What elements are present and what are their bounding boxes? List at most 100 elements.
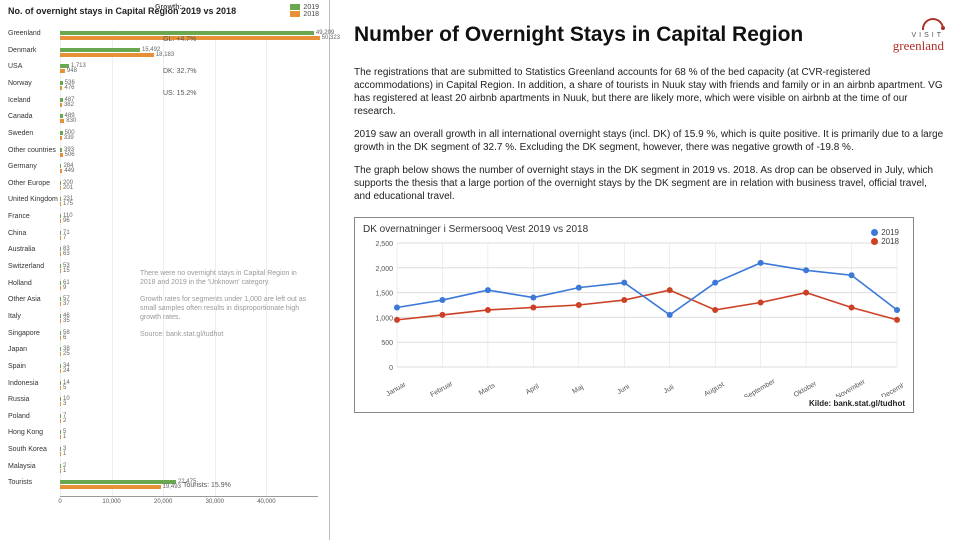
line-chart-source: Kilde: bank.stat.gl/tudhot (363, 399, 905, 408)
bar-row-label: France (8, 213, 58, 221)
bar-row: Poland72 (8, 413, 322, 430)
bar-2019 (60, 131, 63, 135)
bar-2018 (60, 336, 61, 340)
bar-2019 (60, 197, 61, 201)
growth-label: Growth: (155, 4, 182, 11)
svg-text:Marts: Marts (478, 382, 497, 397)
bar-value-2018: 175 (63, 201, 73, 207)
bar-value-2018: 18,183 (156, 52, 174, 58)
bar-row: Hong Kong51 (8, 429, 322, 446)
bar-value-2018: 5 (63, 385, 66, 391)
bar-value-2018: 24 (63, 368, 70, 374)
bar-value-2018: 25 (63, 351, 70, 357)
bar-row-label: Other Asia (8, 296, 58, 304)
bar-row-label: Hong Kong (8, 429, 58, 437)
bar-row: Tourists22,47519,493 (8, 479, 322, 496)
bar-2019 (60, 231, 61, 235)
bar-row-label: Denmark (8, 47, 58, 55)
bar-row-label: Other countries (8, 147, 58, 155)
bar-xtick: 30,000 (206, 499, 224, 505)
bar-value-2018: 382 (64, 102, 74, 108)
bar-2018 (60, 269, 61, 273)
bar-2019 (60, 31, 314, 35)
bar-2018 (60, 435, 61, 439)
bar-value-2018: 948 (67, 68, 77, 74)
bar-2018 (60, 219, 61, 223)
bar-2019 (60, 397, 61, 401)
bar-2019 (60, 447, 61, 451)
bar-2018 (60, 69, 65, 73)
bar-note: There were no overnight stays in Capital… (140, 270, 310, 340)
bar-row-label: Russia (8, 396, 58, 404)
bar-2018 (60, 402, 61, 406)
bar-value-2018: 7 (63, 235, 66, 241)
bar-2018 (60, 452, 61, 456)
bar-2019 (60, 281, 61, 285)
bar-2018 (60, 86, 62, 90)
growth-callout: DK: 32.7% (163, 68, 196, 75)
bar-2019 (60, 247, 61, 251)
bar-value-2018: 37 (63, 301, 70, 307)
bar-value-2018: 35 (63, 318, 70, 324)
bar-2019 (60, 381, 61, 385)
bar-row: Indonesia145 (8, 380, 322, 397)
growth-callout: US: 15.2% (163, 90, 196, 97)
bar-row-label: Japan (8, 346, 58, 354)
bar-2019 (60, 331, 61, 335)
bar-row-label: Iceland (8, 97, 58, 105)
bar-row: Other countries393506 (8, 147, 322, 164)
bar-2018 (60, 469, 61, 473)
bar-2019 (60, 181, 61, 185)
bar-chart: 010,00020,00030,00040,000 Greenland49,20… (8, 30, 322, 508)
bar-row-label: United Kingdom (8, 196, 58, 204)
bar-2019 (60, 264, 61, 268)
bar-value-2018: 1 (63, 451, 66, 457)
line-chart-title: DK overnatninger i Sermersooq Vest 2019 … (363, 224, 905, 235)
bar-2019 (60, 314, 61, 318)
bar-row-label: Italy (8, 313, 58, 321)
page-title: Number of Overnight Stays in Capital Reg… (354, 23, 803, 47)
bar-2019 (60, 464, 61, 468)
bar-row-label: Sweden (8, 130, 58, 138)
bar-row: Germany284449 (8, 163, 322, 180)
bar-row: Spain3424 (8, 363, 322, 380)
bar-row-label: Australia (8, 246, 58, 254)
bar-xtick: 0 (58, 499, 61, 505)
bar-row: Iceland487382 (8, 97, 322, 114)
bar-value-2018: 63 (63, 251, 70, 257)
bar-2018 (60, 485, 161, 489)
svg-text:Maj: Maj (571, 384, 585, 396)
svg-text:2,500: 2,500 (375, 241, 393, 248)
svg-text:Oktober: Oktober (793, 380, 819, 397)
svg-text:1,000: 1,000 (375, 315, 393, 322)
bar-2018 (60, 202, 61, 206)
bar-row: Malaysia21 (8, 463, 322, 480)
bar-value-2018: 339 (64, 135, 74, 141)
bar-row: South Korea31 (8, 446, 322, 463)
bar-2019 (60, 364, 61, 368)
bar-row-label: Other Europe (8, 180, 58, 188)
bar-legend: 20192018 (290, 4, 319, 18)
bar-row-label: Tourists (8, 479, 58, 487)
bar-xtick: 20,000 (154, 499, 172, 505)
bar-value-2018: 6 (63, 335, 66, 341)
bar-value-2018: 15 (63, 268, 70, 274)
line-chart: 05001,0001,5002,0002,500JanuarFebruarMar… (363, 237, 903, 397)
bar-chart-panel: No. of overnight stays in Capital Region… (0, 0, 330, 540)
bar-value-2018: 50,323 (322, 35, 340, 41)
bar-value-2018: 96 (63, 218, 70, 224)
bar-row-label: China (8, 230, 58, 238)
line-chart-legend: 20192018 (871, 228, 899, 246)
svg-text:April: April (525, 383, 541, 396)
bar-xtick: 40,000 (257, 499, 275, 505)
svg-text:September: September (743, 378, 777, 397)
bar-2019 (60, 148, 62, 152)
bar-row-label: Norway (8, 80, 58, 88)
logo-arc-icon (922, 18, 944, 30)
svg-text:2,000: 2,000 (375, 266, 393, 273)
content-panel: Number of Overnight Stays in Capital Reg… (330, 0, 960, 540)
bar-value-2018: 2 (63, 418, 66, 424)
bar-2018 (60, 386, 61, 390)
svg-text:December: December (881, 378, 903, 397)
bar-row: Sweden500339 (8, 130, 322, 147)
